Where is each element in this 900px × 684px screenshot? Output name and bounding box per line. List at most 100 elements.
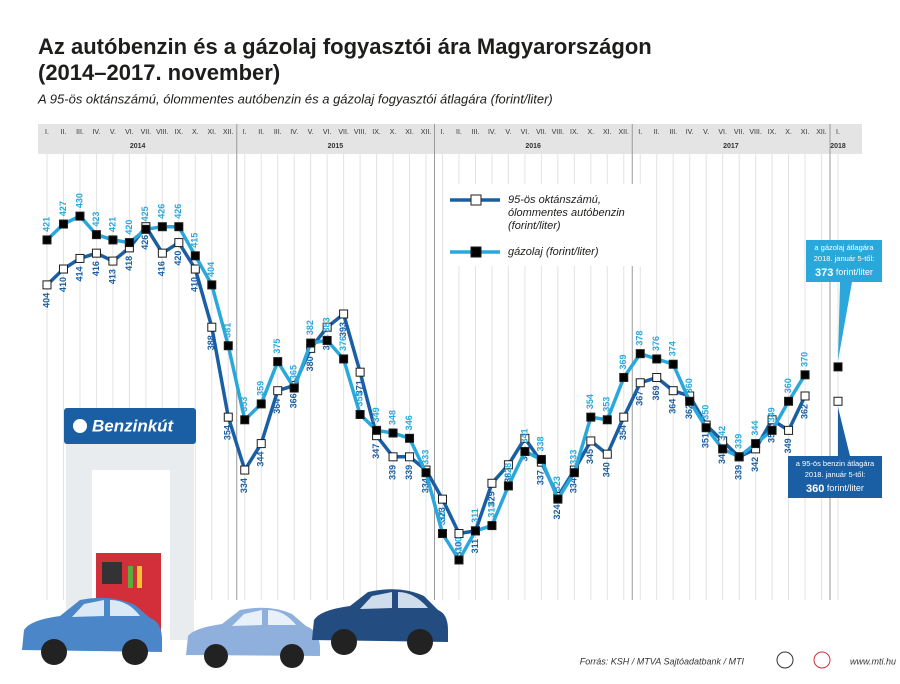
data-point — [668, 359, 678, 369]
data-point — [833, 362, 843, 372]
data-label: 349 — [783, 438, 793, 453]
data-point — [223, 341, 233, 351]
month-label: X. — [588, 129, 595, 136]
data-label: 323 — [437, 507, 447, 522]
data-point — [652, 354, 662, 364]
month-label: VI. — [125, 129, 134, 136]
data-point — [75, 211, 85, 221]
data-label: 310 — [453, 542, 463, 557]
data-label: 430 — [74, 193, 84, 208]
sign-icon — [73, 419, 87, 433]
data-label: 329 — [486, 491, 496, 506]
month-label: VI. — [323, 129, 332, 136]
logo — [776, 651, 794, 669]
month-label: III. — [76, 129, 84, 136]
chart-title: Az autóbenzin és a gázolaj fogyasztói ár… — [38, 34, 652, 59]
data-label: 351 — [701, 433, 711, 448]
month-label: VI. — [521, 129, 530, 136]
data-label: 354 — [585, 394, 595, 409]
month-label: VIII. — [749, 129, 762, 136]
data-label: 334 — [569, 478, 579, 493]
wheel — [204, 644, 228, 668]
data-point — [174, 222, 184, 232]
data-point — [586, 436, 596, 446]
month-label: XI. — [801, 129, 810, 136]
data-label: 311 — [470, 508, 480, 523]
data-label: 366 — [289, 393, 299, 408]
data-point — [388, 428, 398, 438]
callout-box — [788, 456, 882, 498]
month-label: XII. — [816, 129, 827, 136]
data-point — [487, 521, 497, 531]
callout-pointer — [838, 282, 852, 361]
callout-number: 373 — [815, 267, 833, 279]
data-point — [405, 433, 415, 443]
month-label: V. — [110, 129, 116, 136]
month-label: VII. — [734, 129, 745, 136]
data-label: 310 — [437, 510, 447, 525]
data-point — [223, 412, 233, 422]
month-label: IV. — [686, 129, 694, 136]
data-label: 369 — [618, 354, 628, 369]
data-point — [273, 386, 283, 396]
month-label: X. — [192, 129, 199, 136]
data-label: 344 — [256, 452, 266, 467]
data-label: 334 — [420, 478, 430, 493]
pump-nozzle — [137, 566, 142, 588]
data-point — [322, 322, 332, 332]
month-label: II. — [654, 129, 660, 136]
pump-screen — [102, 562, 122, 584]
data-label: 364 — [272, 399, 282, 414]
month-label: II. — [61, 129, 67, 136]
data-point — [388, 452, 398, 462]
data-label: 376 — [338, 336, 348, 351]
data-point — [372, 425, 382, 435]
wheel — [41, 639, 67, 665]
data-point — [520, 433, 530, 443]
data-label: 345 — [717, 449, 727, 464]
legend-label: ólommentes autóbenzin — [508, 207, 625, 219]
data-label: 340 — [602, 462, 612, 477]
data-label: 323 — [552, 476, 562, 491]
data-point — [157, 248, 167, 258]
data-point — [784, 425, 794, 435]
wheel — [122, 639, 148, 665]
data-point — [289, 383, 299, 393]
data-label: 426 — [140, 235, 150, 250]
data-point — [58, 264, 68, 274]
website: www.mti.hu — [850, 656, 896, 666]
callout-box — [806, 240, 882, 282]
data-point — [256, 399, 266, 409]
year-label: 2016 — [525, 143, 541, 150]
callout-unit: forint/liter — [827, 483, 864, 493]
data-label: 300 — [453, 537, 463, 552]
data-point — [355, 410, 365, 419]
chart-title: (2014–2017. november) — [38, 60, 280, 85]
data-point — [619, 372, 629, 382]
data-label: 342 — [750, 457, 760, 472]
data-label: 415 — [190, 233, 200, 248]
station-sign-board — [64, 408, 196, 444]
data-label: 425 — [140, 206, 150, 221]
month-label: V. — [703, 129, 709, 136]
data-label: 311 — [470, 539, 480, 554]
data-label: 410 — [58, 277, 68, 292]
legend-label: (forint/liter) — [508, 220, 561, 232]
data-point — [438, 494, 447, 504]
data-point — [800, 370, 810, 380]
data-point — [635, 349, 645, 359]
data-label: 414 — [74, 266, 84, 281]
month-label: XII. — [223, 129, 234, 136]
data-point — [91, 248, 101, 258]
data-label: 354 — [223, 425, 233, 440]
month-label: V. — [308, 129, 314, 136]
year-label: 2014 — [130, 143, 146, 150]
data-point — [322, 335, 332, 345]
data-label: 364 — [668, 399, 678, 414]
legend-marker — [470, 194, 482, 206]
data-point — [421, 468, 431, 478]
data-label: 404 — [41, 293, 51, 308]
data-point — [190, 251, 200, 261]
month-label: XI. — [603, 129, 612, 136]
data-label: 413 — [107, 269, 117, 284]
